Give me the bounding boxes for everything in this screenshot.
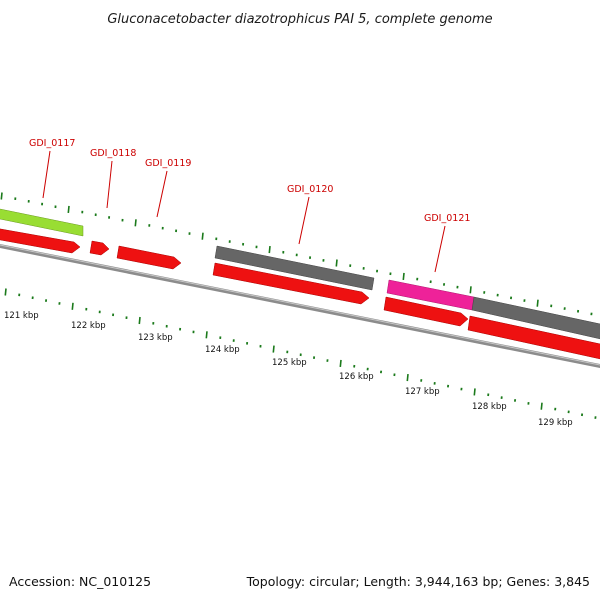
map-title: Gluconacetobacter diazotrophicus PAI 5, … (107, 12, 492, 27)
accession-text: Accession: NC_010125 (9, 574, 151, 589)
scale-label-123: 123 kbp (138, 333, 173, 343)
gene-label-gdi-0119[interactable]: GDI_0119 (145, 158, 191, 169)
cds-red-1[interactable] (0, 228, 81, 254)
cds-red-2[interactable] (89, 240, 110, 256)
gene-label-gdi-0121[interactable]: GDI_0121 (424, 213, 470, 224)
backbone-highlight (0, 244, 600, 366)
scale-label-125: 125 kbp (272, 358, 307, 368)
gene-label-gdi-0120[interactable]: GDI_0120 (287, 184, 333, 195)
cds-red-5[interactable] (383, 296, 469, 327)
outer-tick-15 (201, 232, 204, 240)
backbone (0, 243, 600, 369)
gene-label-gdi-0118[interactable]: GDI_0118 (90, 148, 136, 159)
backbone-line (0, 243, 600, 369)
scale-label-122: 122 kbp (71, 321, 106, 331)
gene-green[interactable] (0, 208, 84, 237)
outer-tick-10 (134, 219, 137, 227)
scale-label-121: 121 kbp (4, 311, 39, 321)
inner-tick-35 (473, 388, 476, 396)
inner-tick-40 (540, 402, 543, 410)
leader-gdi-0117 (42, 150, 51, 199)
outer-tick-35 (469, 286, 472, 294)
outer-tick-track (0, 192, 593, 316)
outer-tick-0 (0, 192, 3, 200)
gene-gray-1[interactable] (214, 245, 375, 291)
scale-label-124: 124 kbp (205, 345, 240, 355)
inner-tick-15 (205, 331, 208, 339)
features-inner (0, 228, 600, 360)
outer-tick-5 (67, 205, 70, 213)
scale-label-128: 128 kbp (472, 402, 507, 412)
inner-tick-30 (406, 374, 409, 382)
outer-tick-20 (268, 246, 271, 254)
inner-tick-5 (71, 302, 74, 310)
scale-label-126: 126 kbp (339, 372, 374, 382)
inner-tick-track (4, 288, 597, 419)
inner-tick-25 (339, 359, 342, 367)
cds-red-4[interactable] (212, 262, 370, 305)
outer-tick-30 (402, 272, 405, 280)
inner-tick-20 (272, 345, 275, 353)
inner-tick-0 (4, 288, 7, 296)
features-outer (0, 208, 600, 340)
gene-label-gdi-0117[interactable]: GDI_0117 (29, 138, 75, 149)
leader-gdi-0121 (434, 225, 446, 273)
gene-labels: GDI_0117 GDI_0118 GDI_0119 GDI_0120 GDI_… (29, 138, 470, 224)
scale-label-127: 127 kbp (405, 387, 440, 397)
genome-summary-text: Topology: circular; Length: 3,944,163 bp… (246, 574, 590, 589)
leader-gdi-0118 (106, 160, 113, 209)
outer-tick-40 (536, 299, 539, 307)
inner-tick-10 (138, 316, 141, 325)
cds-red-3[interactable] (116, 245, 182, 270)
scale-labels: 121 kbp 122 kbp 123 kbp 124 kbp 125 kbp … (4, 311, 573, 428)
leader-gdi-0119 (156, 170, 168, 218)
outer-tick-25 (335, 259, 338, 267)
cds-red-6[interactable] (467, 315, 600, 360)
gene-gray-2[interactable] (471, 296, 600, 340)
scale-label-129: 129 kbp (538, 418, 573, 428)
leader-gdi-0120 (298, 196, 310, 245)
gene-label-leaders (42, 150, 446, 273)
